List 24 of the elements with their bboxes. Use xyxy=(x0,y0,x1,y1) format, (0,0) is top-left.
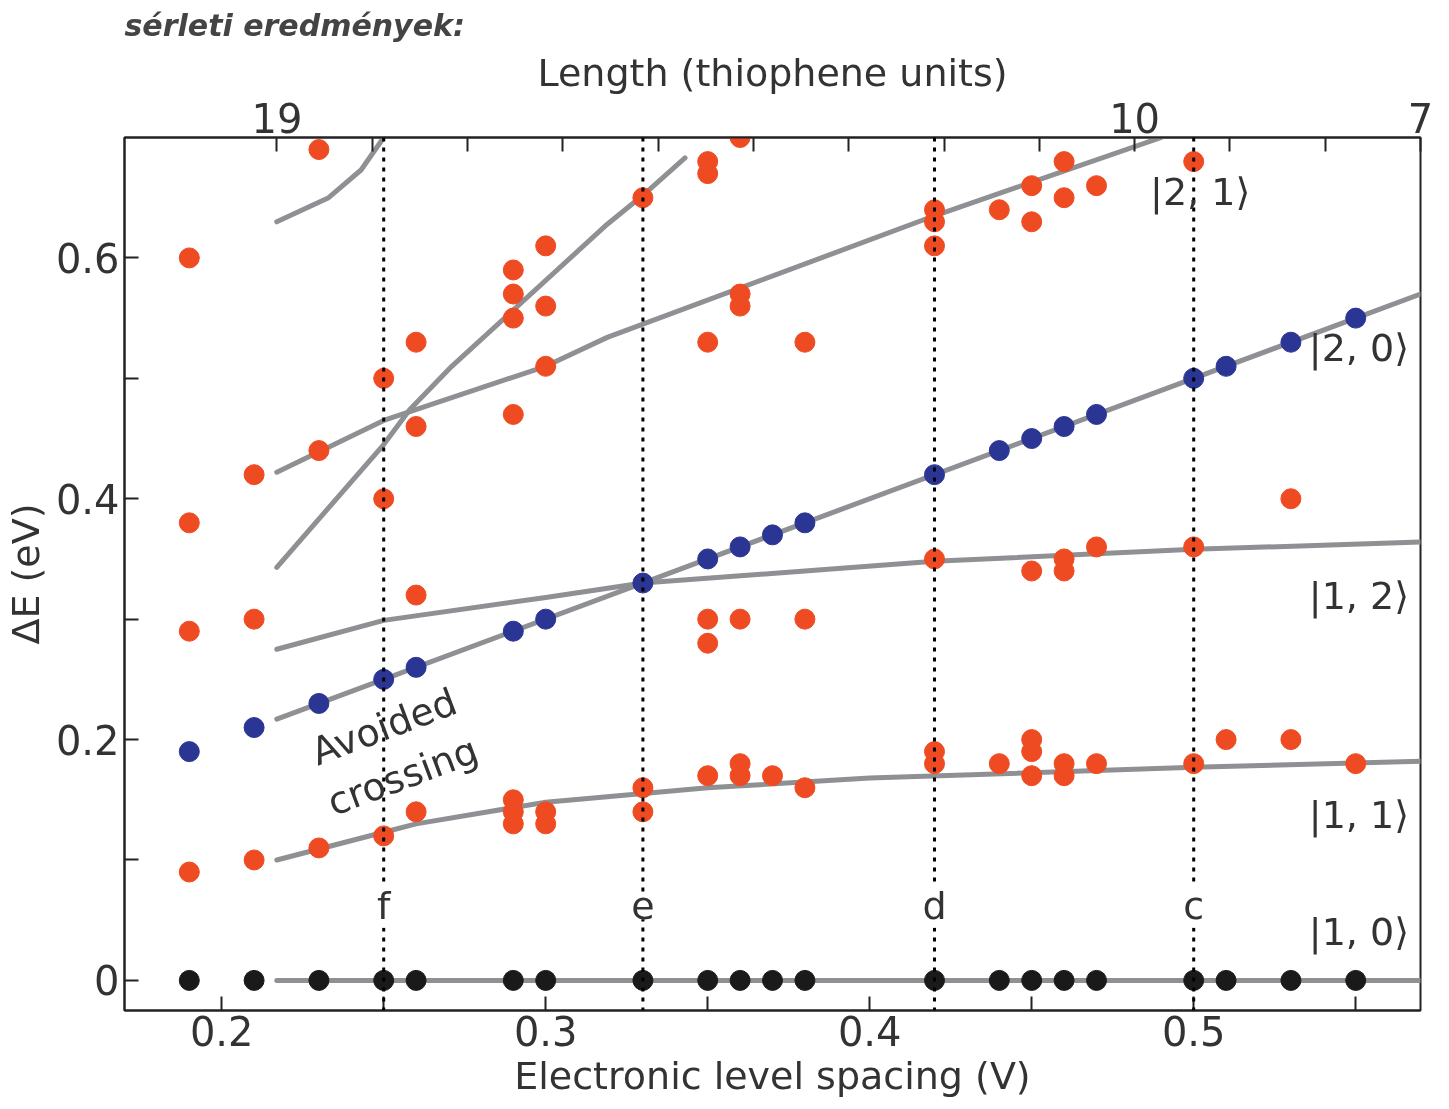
series-label: |1, 1⟩ xyxy=(1308,793,1410,839)
ref-line-label: c xyxy=(1183,883,1205,928)
ref-line-label: f xyxy=(377,883,393,928)
series-label: |2, 1⟩ xyxy=(1150,169,1251,215)
series-label: |1, 2⟩ xyxy=(1308,574,1410,620)
x2-tick-label: 19 xyxy=(251,95,303,142)
x-tick-label: 0.5 xyxy=(1161,1008,1226,1055)
y-tick-label: 0.4 xyxy=(55,476,120,523)
chart-title: sérleti eredmények: xyxy=(124,7,465,43)
ref-line-label: d xyxy=(922,883,947,928)
y-tick-label: 0.2 xyxy=(55,717,120,764)
series-label: |2, 0⟩ xyxy=(1308,326,1410,372)
x2-axis-title: Length (thiophene units) xyxy=(537,50,1008,95)
y-axis-title: ΔE (eV) xyxy=(3,503,48,645)
y-tick-label: 0 xyxy=(94,958,120,1005)
x2-tick-label: 7 xyxy=(1407,95,1434,142)
series-label: |1, 0⟩ xyxy=(1308,910,1410,956)
x-axis-title: Electronic level spacing (V) xyxy=(514,1053,1031,1098)
x2-tick-label: 10 xyxy=(1109,95,1161,142)
ref-line-label: e xyxy=(631,884,655,929)
x-tick-label: 0.2 xyxy=(189,1008,254,1055)
x-tick-label: 0.4 xyxy=(837,1008,902,1055)
y-tick-label: 0.6 xyxy=(55,235,120,282)
x-tick-label: 0.3 xyxy=(513,1008,578,1055)
